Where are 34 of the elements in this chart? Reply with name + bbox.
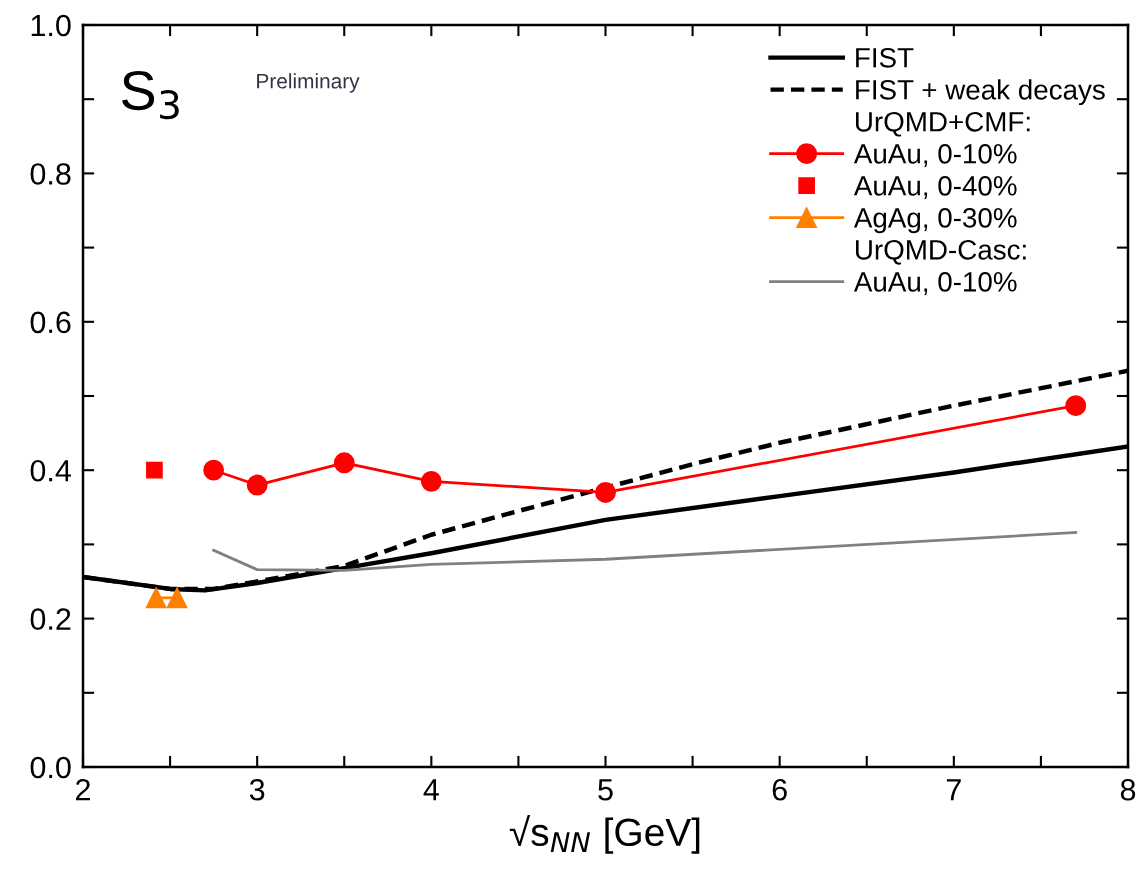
y-tick-label: 1.0 — [31, 14, 71, 37]
annotation: UrQMD+CMF: — [856, 111, 1030, 137]
point — [203, 459, 225, 481]
legend-label: FIST + weak decays — [856, 79, 1105, 106]
point — [145, 587, 167, 609]
point — [146, 461, 163, 479]
annotation: UrQMD-Casc: — [856, 239, 1026, 265]
x-tick-label: 2 — [76, 778, 90, 801]
y-tick-label: 0.6 — [30, 311, 71, 334]
x-tick-label: 5 — [598, 779, 613, 801]
x-tick-label: 8 — [1120, 778, 1136, 801]
x-tick-label: 4 — [423, 779, 439, 801]
legend-label: AuAu, 0-40% — [853, 175, 1017, 199]
x-tick-label: 7 — [946, 779, 961, 801]
x-tick-label: 6 — [772, 778, 787, 801]
point — [595, 482, 616, 503]
annotation: S$_{3}$ — [122, 70, 179, 120]
point — [166, 587, 188, 609]
y-tick-label: 0.2 — [30, 608, 71, 630]
point — [246, 474, 268, 496]
legend-label: AuAu, 0-10% — [853, 143, 1017, 167]
x-axis-title: √s$_{NN}$ [GeV] — [509, 814, 700, 854]
line-series — [212, 531, 1078, 572]
annotation: Preliminary — [257, 73, 360, 93]
legend-label: AuAu, 0-10% — [853, 271, 1017, 295]
point — [333, 452, 355, 474]
legend-label: FIST — [856, 47, 914, 68]
x-tick-label: 3 — [249, 778, 265, 801]
point — [420, 470, 442, 492]
legend-label: AgAg, 0-30% — [853, 207, 1017, 234]
y-tick-label: 0.8 — [30, 163, 71, 185]
y-tick-label: 0.0 — [30, 756, 71, 779]
point — [1065, 395, 1087, 417]
y-tick-label: 0.4 — [30, 459, 71, 482]
